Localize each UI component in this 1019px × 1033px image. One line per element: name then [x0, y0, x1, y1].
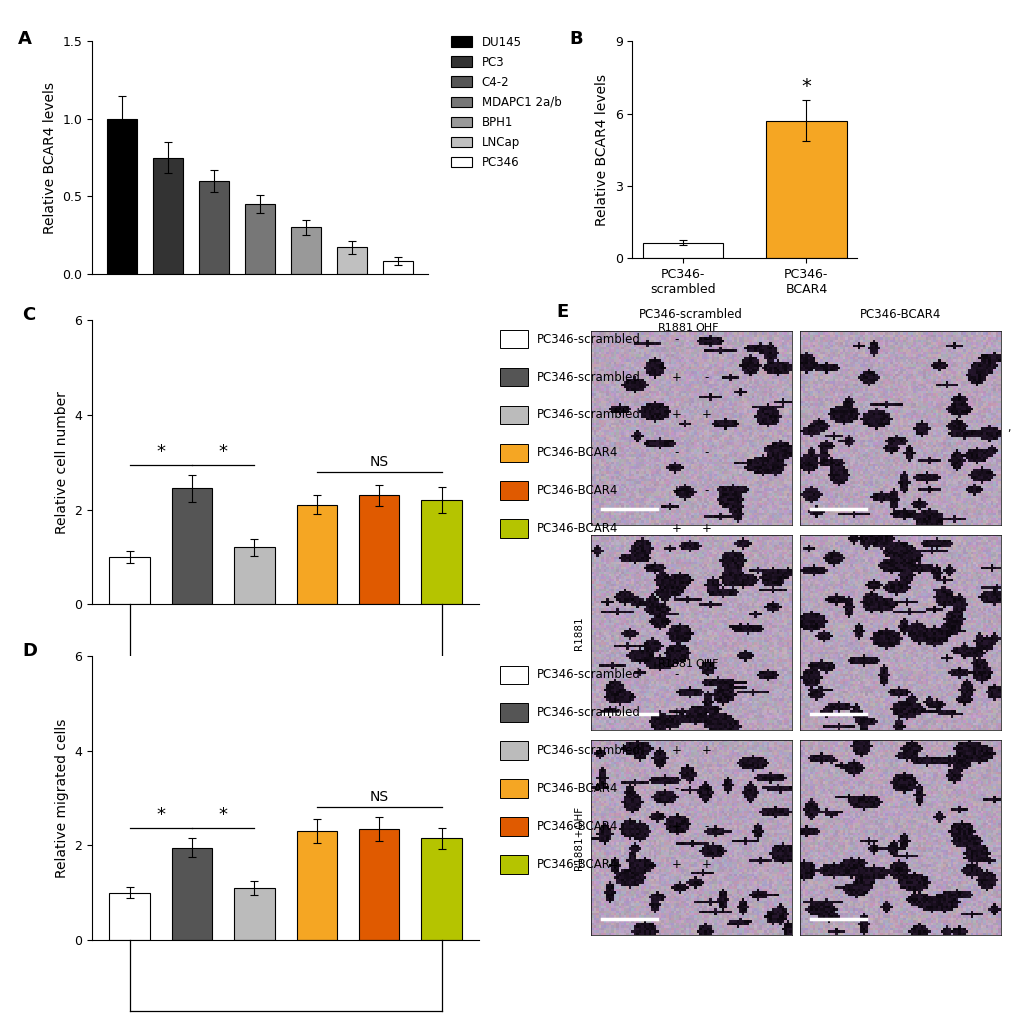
Text: +: +: [671, 707, 681, 719]
Bar: [359, 496, 399, 604]
Text: PC346-BCAR4: PC346-BCAR4: [536, 522, 618, 535]
Text: PC346-scrambled: PC346-scrambled: [536, 371, 640, 383]
Text: PC346-BCAR4: PC346-BCAR4: [536, 484, 618, 497]
Text: +: +: [671, 820, 681, 833]
Text: -: -: [674, 446, 678, 460]
Bar: [359, 828, 399, 940]
Text: +: +: [671, 857, 681, 871]
Text: R1881: R1881: [574, 616, 584, 650]
Bar: [109, 557, 150, 604]
Text: -: -: [674, 782, 678, 795]
Text: +: +: [671, 744, 681, 757]
Text: +: +: [671, 484, 681, 497]
Y-axis label: Relative BCAR4 levels: Relative BCAR4 levels: [43, 82, 56, 233]
Y-axis label: Relative BCAR4 levels: Relative BCAR4 levels: [594, 73, 608, 226]
Text: +: +: [671, 371, 681, 383]
Text: +: +: [701, 857, 711, 871]
Text: +: +: [701, 522, 711, 535]
Text: -: -: [704, 820, 708, 833]
Text: -: -: [674, 668, 678, 682]
Text: PC346-BCAR4: PC346-BCAR4: [536, 820, 618, 833]
Text: D: D: [22, 641, 37, 660]
Text: NS: NS: [369, 455, 388, 469]
Text: PC346-scrambled: PC346-scrambled: [536, 707, 640, 719]
Text: -: -: [674, 333, 678, 346]
Bar: [245, 205, 275, 274]
Bar: [642, 243, 722, 258]
Text: -: -: [704, 371, 708, 383]
Text: PC346-scrambled: PC346-scrambled: [536, 333, 640, 346]
Bar: [234, 547, 274, 604]
Bar: [421, 500, 462, 604]
Text: *: *: [156, 443, 165, 461]
Text: E: E: [555, 304, 568, 321]
Text: -: -: [704, 484, 708, 497]
Text: -: -: [704, 707, 708, 719]
Text: *: *: [218, 443, 227, 461]
Text: PC346-scrambled: PC346-scrambled: [536, 668, 640, 682]
Text: PC346-BCAR4: PC346-BCAR4: [536, 782, 618, 795]
Bar: [421, 838, 462, 940]
Text: *: *: [218, 806, 227, 824]
Text: PC346-scrambled: PC346-scrambled: [639, 308, 742, 321]
Text: PC346-scrambled: PC346-scrambled: [536, 408, 640, 421]
Text: -: -: [704, 446, 708, 460]
Legend: DU145, PC3, C4-2, MDAPC1 2a/b, BPH1, LNCap, PC346: DU145, PC3, C4-2, MDAPC1 2a/b, BPH1, LNC…: [450, 35, 561, 169]
Text: +: +: [671, 408, 681, 421]
Text: -: -: [704, 782, 708, 795]
Bar: [383, 261, 413, 274]
Text: R1881+OHF: R1881+OHF: [574, 806, 584, 870]
Text: R1881: R1881: [657, 658, 694, 668]
Y-axis label: Relative migrated cells: Relative migrated cells: [54, 718, 68, 878]
Text: OHF: OHF: [694, 322, 718, 333]
Text: ,: ,: [1006, 422, 1009, 433]
Bar: [107, 119, 137, 274]
Text: NS: NS: [369, 789, 388, 804]
Bar: [171, 848, 212, 940]
Text: *: *: [156, 806, 165, 824]
Text: B: B: [569, 30, 583, 49]
Bar: [171, 489, 212, 604]
Text: *: *: [281, 698, 289, 716]
Bar: [234, 888, 274, 940]
Text: PC346-scrambled: PC346-scrambled: [536, 744, 640, 757]
Text: A: A: [17, 30, 32, 48]
Text: PC346-BCAR4: PC346-BCAR4: [536, 446, 618, 460]
Text: +: +: [701, 744, 711, 757]
Text: *: *: [801, 76, 810, 96]
Text: +: +: [701, 408, 711, 421]
Bar: [297, 832, 336, 940]
Bar: [337, 247, 367, 274]
Bar: [290, 227, 321, 274]
Text: OHF: OHF: [694, 658, 718, 668]
Text: R1881: R1881: [657, 322, 694, 333]
Bar: [109, 893, 150, 940]
Bar: [199, 181, 229, 274]
Text: -: -: [704, 668, 708, 682]
Y-axis label: Relative cell number: Relative cell number: [54, 390, 68, 534]
Bar: [153, 157, 182, 274]
Text: PC346-BCAR4: PC346-BCAR4: [536, 857, 618, 871]
Text: C: C: [22, 306, 36, 324]
Text: PC346-BCAR4: PC346-BCAR4: [859, 308, 940, 321]
Bar: [765, 121, 846, 258]
Text: -: -: [704, 333, 708, 346]
Text: +: +: [671, 522, 681, 535]
Bar: [297, 505, 336, 604]
